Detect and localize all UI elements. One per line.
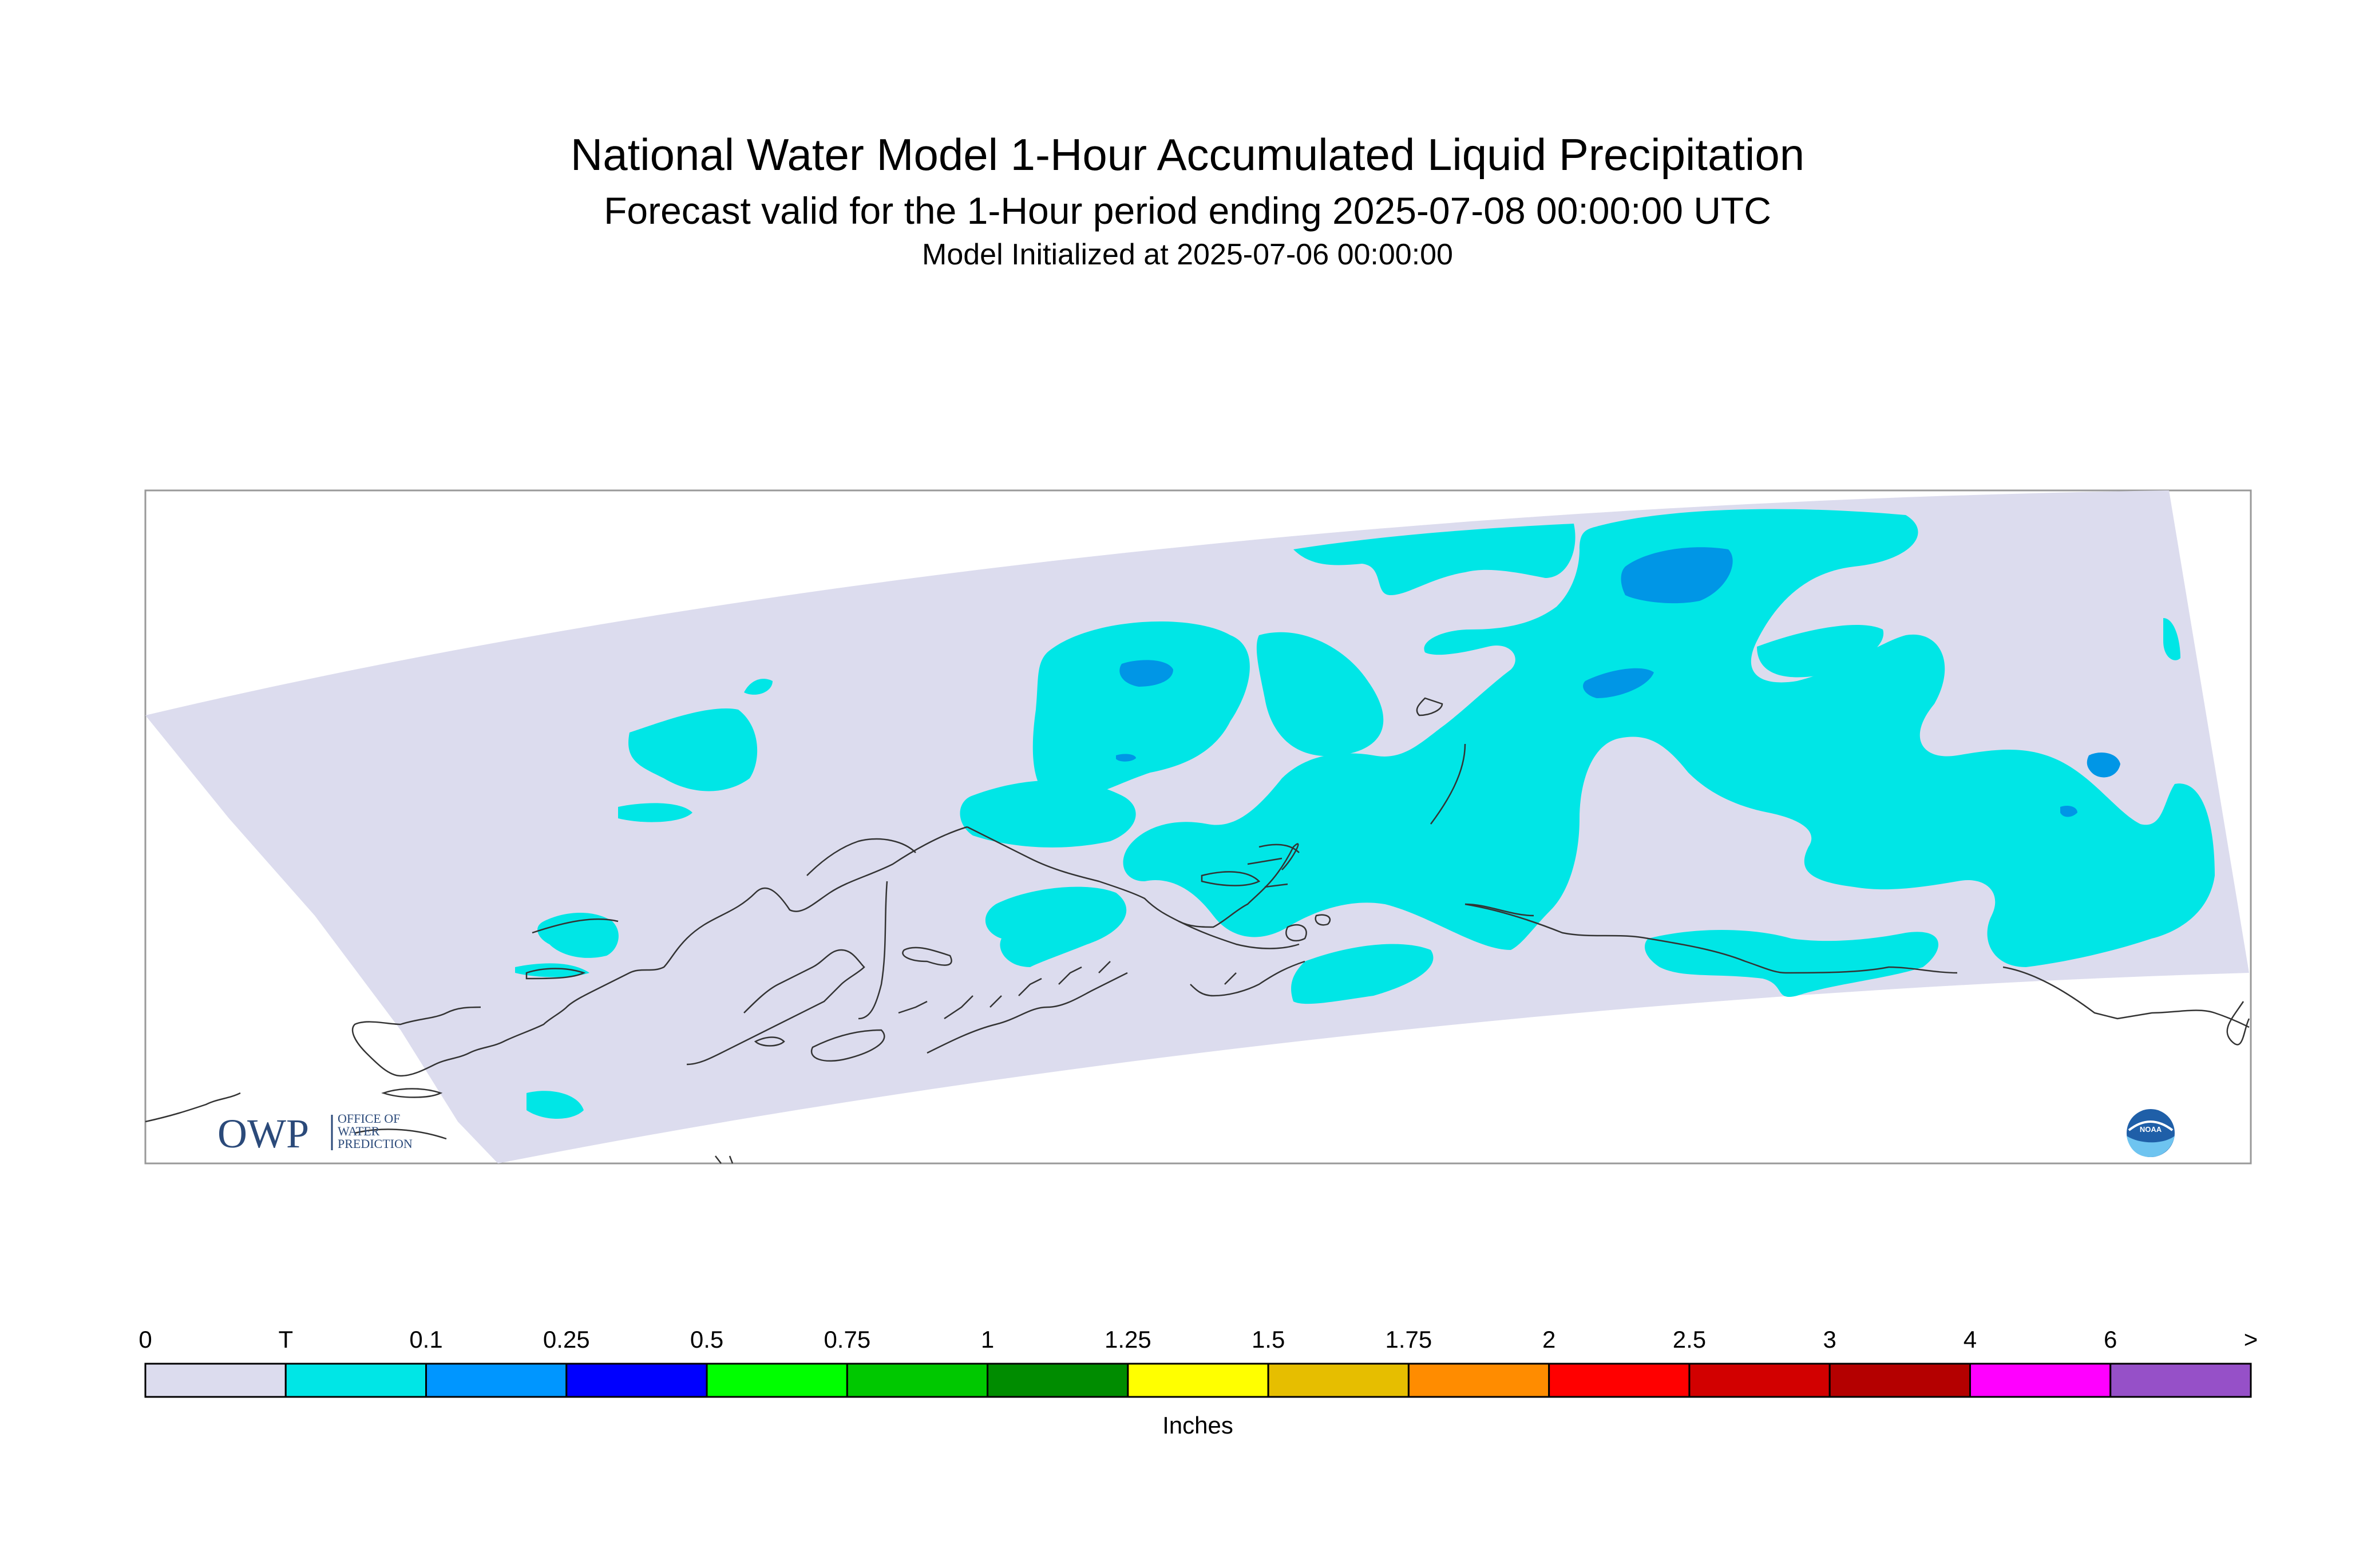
coastline: [810, 1029, 885, 1062]
legend-tick-label: 0: [138, 1326, 152, 1353]
model-init-line: Model Initialized at 2025-07-06 00:00:00: [922, 238, 1453, 271]
precip-area: [744, 679, 773, 695]
coastline: [858, 881, 888, 1020]
legend-tick-label: 2.5: [1673, 1326, 1706, 1353]
legend-tick-label: 1: [981, 1326, 994, 1353]
precip-area: [1119, 660, 1173, 687]
precip-area: [515, 963, 589, 977]
precip-area: [1116, 754, 1136, 762]
legend-unit-label: Inches: [1162, 1412, 1233, 1439]
legend-swatch: [2109, 1363, 2252, 1398]
precip-area: [527, 1091, 584, 1119]
legend-tick-label: T: [278, 1326, 293, 1353]
owp-text-3: PREDICTION: [338, 1137, 413, 1151]
legend-tick-label: 3: [1823, 1326, 1836, 1353]
coastline: [1464, 903, 1958, 974]
legend-swatch: [846, 1363, 989, 1398]
legend-swatch: [1969, 1363, 2112, 1398]
legend: 0 T 0.1 0.25 0.5 0.75 1 1.25 1.5 1.75 2 2.5 3 4 6 >: [138, 1326, 2258, 1398]
precip-area: [2060, 806, 2077, 817]
legend-tick-label: 4: [1964, 1326, 1977, 1353]
precip-area: [1645, 930, 1939, 997]
precip-area: [1123, 509, 2215, 967]
legend-swatch: [1127, 1363, 1269, 1398]
legend-tick-label: 1.75: [1386, 1326, 1432, 1353]
legend-swatch: [706, 1363, 848, 1398]
legend-swatch: [987, 1363, 1129, 1398]
legend-end-label: >: [2244, 1326, 2258, 1353]
precip-area: [985, 886, 1127, 967]
legend-tick-label: 1.5: [1252, 1326, 1285, 1353]
owp-mark: OWP: [217, 1111, 309, 1157]
coastline: [145, 1092, 241, 1123]
legend-swatch: [425, 1363, 568, 1398]
legend-swatch: [1407, 1363, 1550, 1398]
coastline: [967, 826, 1299, 928]
legend-swatch: [1267, 1363, 1410, 1398]
coastline: [1178, 920, 1300, 949]
legend-tick-label: 1.25: [1105, 1326, 1151, 1353]
coastline: [1190, 960, 1305, 997]
map-title: National Water Model 1-Hour Accumulated …: [570, 129, 1805, 180]
coastline: [1430, 743, 1534, 917]
precip-area: [1293, 524, 1576, 595]
map-subtitle: Forecast valid for the 1-Hour period end…: [604, 189, 1771, 232]
coastline: [1416, 697, 1443, 716]
legend-swatch: [144, 1363, 287, 1398]
precip-area: [537, 913, 619, 958]
coastline: [354, 1129, 447, 1140]
coastline: [381, 1088, 443, 1098]
legend-swatch: [1548, 1363, 1691, 1398]
coastline: [1201, 871, 1261, 886]
noaa-text: NOAA: [2140, 1125, 2162, 1134]
precip-area: [2163, 618, 2180, 660]
coastline: [754, 1036, 785, 1047]
legend-tick-label: 0.5: [690, 1326, 723, 1353]
owp-text-2: WATER: [338, 1124, 380, 1138]
coastline: [715, 1155, 734, 1164]
legend-tick-label: 0.1: [409, 1326, 442, 1353]
owp-text-1: OFFICE OF: [338, 1111, 400, 1126]
precip-area: [1583, 668, 1654, 698]
coastline: [532, 918, 619, 934]
precip-area: [628, 708, 758, 791]
precip-area: [1621, 547, 1733, 604]
precip-light-areas: [1116, 547, 2120, 817]
precip-area: [2087, 753, 2120, 778]
legend-swatch: [565, 1363, 708, 1398]
precip-area: [960, 780, 1136, 848]
legend-tick-label: 0.25: [543, 1326, 590, 1353]
coastline: [898, 961, 1111, 1020]
coastlines: [145, 697, 2250, 1164]
legend-swatch: [1688, 1363, 1831, 1398]
legend-swatch: [1828, 1363, 1971, 1398]
precip-trace-areas: [515, 509, 2215, 1119]
title-block: National Water Model 1-Hour Accumulated …: [0, 0, 2375, 286]
noaa-logo: NOAA: [2127, 1109, 2175, 1157]
precip-area: [1291, 944, 1434, 1004]
legend-tick-label: 6: [2104, 1326, 2117, 1353]
owp-logo: OWP OFFICE OF WATER PREDICTION: [217, 1111, 413, 1157]
coastline: [902, 947, 952, 966]
precip-area: [1757, 624, 1884, 678]
coastline: [2002, 966, 2250, 1028]
coastline: [525, 968, 586, 980]
precip-area: [1032, 621, 1250, 801]
coastline: [927, 972, 1128, 1054]
precip-area: [1256, 632, 1384, 757]
legend-tick-label: 0.75: [824, 1326, 870, 1353]
coastline: [686, 949, 865, 1066]
coastline: [1247, 844, 1300, 888]
precip-area: [618, 803, 692, 822]
legend-tick-label: 2: [1542, 1326, 1555, 1353]
legend-swatch: [284, 1363, 428, 1398]
coastline: [351, 826, 968, 1077]
coastline: [2226, 1001, 2250, 1046]
coastline: [806, 838, 916, 876]
coastline: [1285, 914, 1331, 942]
